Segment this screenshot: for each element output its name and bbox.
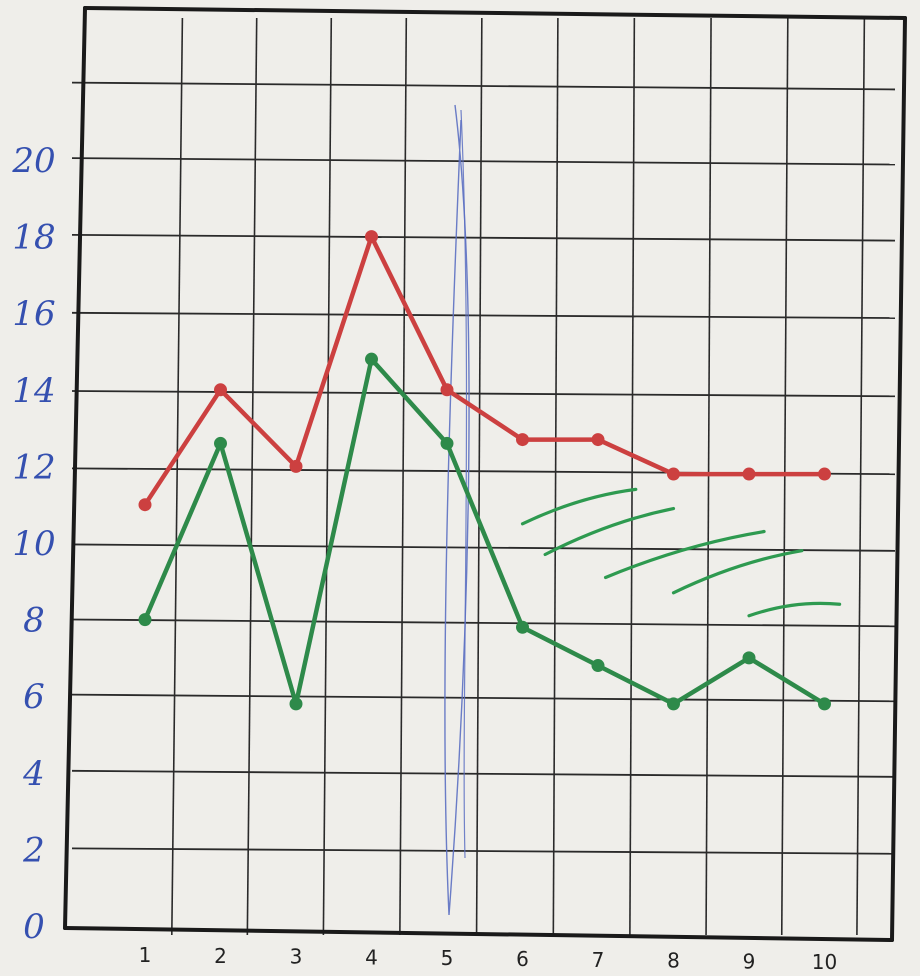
grid-horizontal-line (71, 390, 896, 398)
grid-vertical-line (399, 17, 408, 936)
hatch-stroke (520, 487, 638, 526)
data-point (516, 620, 529, 634)
x-tick-labels: 1 2 3 4 5 6 7 8 9 10 (139, 943, 838, 974)
data-point (591, 433, 605, 447)
grid-vertical-line (856, 17, 866, 936)
y-tick-label: 10 (12, 524, 55, 564)
grid-horizontal-line (71, 157, 896, 166)
y-tick-label: 2 (22, 830, 45, 870)
axes (63, 6, 907, 942)
grid-vertical-line (246, 17, 258, 936)
data-point (289, 697, 303, 711)
data-point (591, 659, 605, 673)
grid-horizontal-line (71, 543, 896, 552)
grid-vertical-line (171, 17, 184, 936)
y-tick-label: 6 (23, 677, 45, 717)
grid-horizontal-line (71, 769, 896, 778)
hatch-stroke (747, 601, 842, 618)
vertical-marker-stroke (460, 109, 468, 859)
hatch-stroke (671, 549, 804, 595)
grid-horizontal-line (71, 81, 896, 91)
hatch-stroke (543, 506, 676, 557)
grid-vertical-line (552, 17, 559, 936)
x-axis-line (63, 926, 894, 942)
x-tick-label: 2 (214, 944, 227, 968)
grid-vertical-line (780, 17, 789, 936)
grid-horizontal-line (71, 233, 896, 242)
data-point (516, 433, 529, 447)
grid-vertical-line (705, 17, 712, 936)
data-point (818, 697, 831, 711)
x-tick-label: 9 (743, 949, 756, 973)
grid-horizontal-line (71, 618, 896, 628)
data-point (289, 459, 303, 473)
x-tick-label: 1 (139, 943, 152, 967)
y-tick-label: 0 (23, 907, 45, 947)
y-axis-line (63, 6, 87, 930)
x-tick-label: 6 (516, 947, 529, 971)
series-line-2 (142, 356, 827, 707)
x-tick-label: 4 (365, 945, 378, 969)
grid-horizontal-line (71, 311, 896, 319)
data-point (667, 467, 680, 481)
x-tick-label: 5 (441, 946, 454, 970)
x-tick-label: 10 (812, 950, 837, 974)
grid-horizontal-line (71, 693, 896, 703)
data-point (214, 383, 227, 397)
y-tick-labels: 0 2 4 6 8 10 12 14 16 18 20 (11, 141, 55, 947)
grid (71, 17, 896, 936)
y-tick-label: 14 (12, 371, 55, 411)
data-point (214, 436, 227, 450)
data-point (138, 498, 152, 512)
hatch-stroke (603, 529, 766, 580)
data-point (818, 467, 831, 481)
grid-vertical-line (629, 17, 636, 936)
data-point (138, 613, 152, 627)
data-point (440, 383, 454, 397)
data-point (440, 436, 454, 450)
grid-vertical-line (322, 17, 333, 936)
top-border-line (83, 6, 907, 20)
series-line-1 (142, 234, 827, 507)
right-border-line (890, 16, 907, 942)
y-tick-label: 18 (12, 218, 55, 258)
data-point (667, 697, 680, 711)
grid-horizontal-line (71, 847, 896, 855)
y-tick-label: 20 (11, 141, 55, 181)
data-point (365, 352, 378, 366)
data-point (742, 651, 756, 665)
series (138, 230, 831, 711)
y-tick-label: 12 (12, 447, 55, 487)
data-point (742, 467, 756, 481)
x-tick-label: 8 (667, 949, 680, 973)
x-tick-label: 3 (290, 945, 303, 969)
y-tick-label: 4 (22, 754, 45, 794)
y-tick-label: 8 (23, 601, 45, 641)
grid-vertical-line (475, 17, 483, 936)
x-tick-label: 7 (592, 948, 605, 972)
data-point (365, 230, 378, 244)
y-tick-label: 16 (12, 294, 55, 334)
